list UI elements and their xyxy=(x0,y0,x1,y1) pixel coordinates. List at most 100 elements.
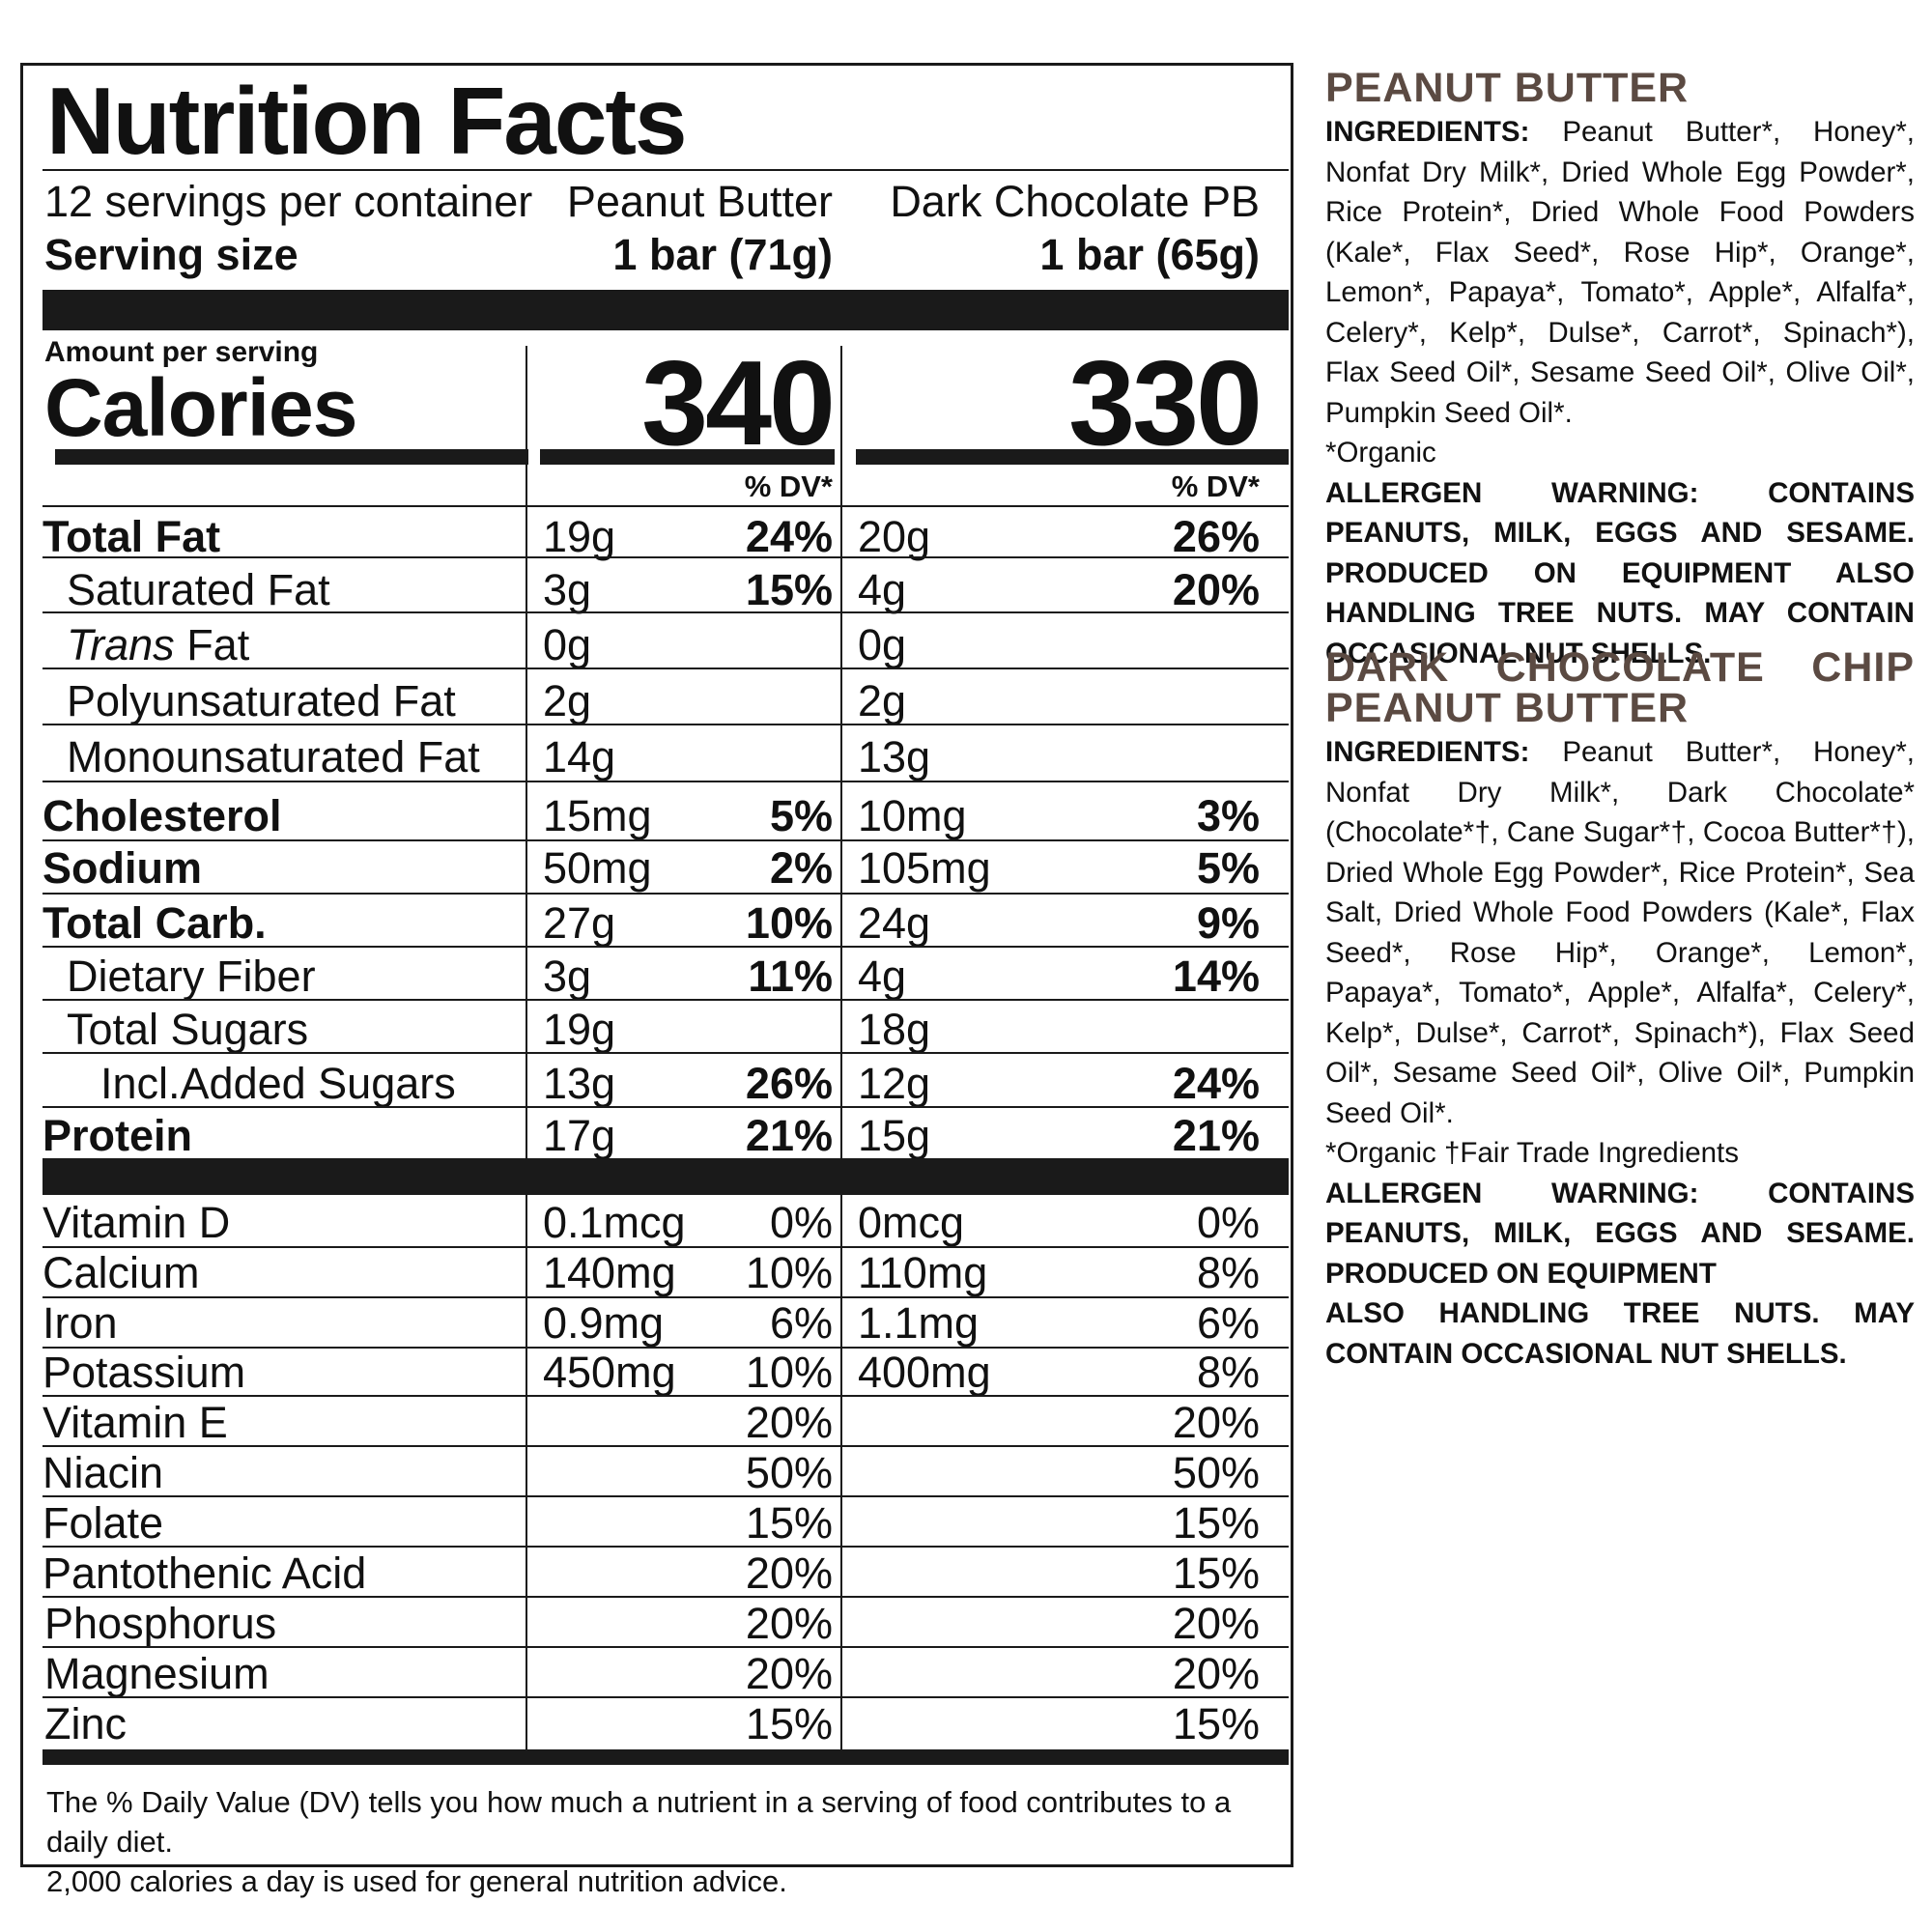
ingredients-peanut-butter: PEANUT BUTTER INGREDIENTS: Peanut Butter… xyxy=(1325,68,1915,673)
product-name-dc: Dark Chocolate PB xyxy=(890,177,1260,226)
nutrient-amount-dc: 13g xyxy=(858,732,931,781)
micro-dv-dc: 8% xyxy=(1196,1348,1260,1397)
section-heading: DARK CHOCOLATE CHIP xyxy=(1325,647,1915,689)
ingredients-dark-chocolate: DARK CHOCOLATE CHIP PEANUT BUTTER INGRED… xyxy=(1325,647,1915,1374)
row-divider xyxy=(43,1445,1289,1447)
nutrient-amount-pb: 50mg xyxy=(543,843,652,893)
micro-dv-dc: 20% xyxy=(1172,1649,1260,1698)
micro-amount-dc: 400mg xyxy=(858,1348,991,1397)
micro-name: Vitamin E xyxy=(43,1398,228,1447)
row-divider xyxy=(43,724,1289,725)
footnote-line: 2,000 calories a day is used for general… xyxy=(46,1864,787,1898)
nutrient-amount-dc: 10mg xyxy=(858,791,967,840)
nutrient-name: Protein xyxy=(43,1111,193,1160)
nutrient-amount-pb: 27g xyxy=(543,898,616,948)
nutrient-dv-dc: 24% xyxy=(1172,1059,1260,1108)
micro-dv-dc: 15% xyxy=(1172,1498,1260,1548)
column-divider xyxy=(840,346,842,1749)
nutrient-name: Monounsaturated Fat xyxy=(67,732,480,781)
calorie-rule xyxy=(540,449,835,465)
nutrient-amount-dc: 20g xyxy=(858,512,931,561)
nutrient-dv-dc: 21% xyxy=(1172,1111,1260,1160)
amount-per-serving: Amount per serving xyxy=(44,336,319,368)
ingredient-list: INGREDIENTS: Peanut Butter*, Honey*, Non… xyxy=(1325,112,1915,433)
nutrient-amount-dc: 12g xyxy=(858,1059,931,1108)
row-divider xyxy=(43,1495,1289,1497)
nutrient-amount-pb: 17g xyxy=(543,1111,616,1160)
nutrient-name: Trans Fat xyxy=(67,623,249,667)
micro-name: Niacin xyxy=(43,1448,164,1497)
micro-name: Vitamin D xyxy=(43,1198,231,1247)
allergen-warning: ALLERGEN WARNING: CONTAINS PEANUTS, MILK… xyxy=(1325,1177,1915,1290)
serving-size-pb: 1 bar (71g) xyxy=(612,230,833,279)
micro-amount-dc: 1.1mg xyxy=(858,1298,980,1348)
row-divider xyxy=(43,1052,1289,1054)
nutrient-dv-pb: 11% xyxy=(748,952,833,1001)
nutrient-name: Total Carb. xyxy=(43,898,267,948)
nutrient-amount-dc: 18g xyxy=(858,1005,931,1054)
serving-size-label: Serving size xyxy=(44,230,298,279)
bottom-bar xyxy=(43,1749,1289,1765)
micro-amount-pb: 450mg xyxy=(543,1348,676,1397)
thick-bar xyxy=(43,1158,1289,1195)
micro-dv-pb: 6% xyxy=(769,1298,833,1348)
micro-dv-dc: 15% xyxy=(1172,1548,1260,1598)
ingredients-text: Peanut Butter*, Honey*, Nonfat Dry Milk*… xyxy=(1325,736,1915,1129)
micro-dv-pb: 20% xyxy=(745,1599,833,1648)
nutrient-amount-dc: 24g xyxy=(858,898,931,948)
calories-pb: 340 xyxy=(641,337,836,470)
nutrient-dv-dc: 3% xyxy=(1196,791,1260,840)
nutrient-dv-pb: 21% xyxy=(745,1111,833,1160)
micro-name: Pantothenic Acid xyxy=(43,1548,367,1598)
heading-text: PEANUT BUTTER xyxy=(1325,685,1690,731)
nutrient-amount-pb: 3g xyxy=(543,952,592,1001)
row-divider xyxy=(43,1347,1289,1349)
micro-dv-pb: 15% xyxy=(745,1498,833,1548)
nutrient-amount-pb: 0g xyxy=(543,620,592,669)
dv-header-dc: % DV* xyxy=(1171,469,1260,503)
nutrition-facts-panel: Nutrition Facts 12 servings per containe… xyxy=(20,63,1293,1898)
micro-amount-dc: 0mcg xyxy=(858,1198,965,1247)
nutrient-amount-dc: 0g xyxy=(858,620,907,669)
micro-dv-pb: 15% xyxy=(745,1699,833,1748)
micro-dv-dc: 20% xyxy=(1172,1398,1260,1447)
micro-dv-pb: 10% xyxy=(745,1248,833,1297)
micro-name: Zinc xyxy=(44,1699,128,1748)
organic-note: *Organic †Fair Trade Ingredients xyxy=(1325,1137,1739,1169)
nutrient-dv-dc: 5% xyxy=(1196,843,1260,893)
micro-amount-pb: 0.9mg xyxy=(543,1298,665,1348)
row-divider xyxy=(43,781,1289,782)
micro-dv-dc: 50% xyxy=(1172,1448,1260,1497)
micro-dv-pb: 20% xyxy=(745,1649,833,1698)
nutrient-amount-dc: 4g xyxy=(858,952,907,1001)
nutrient-amount-pb: 15mg xyxy=(543,791,652,840)
nutrient-amount-pb: 3g xyxy=(543,565,592,614)
row-divider xyxy=(43,1646,1289,1648)
nutrient-amount-pb: 14g xyxy=(543,732,616,781)
micro-name: Calcium xyxy=(43,1248,200,1297)
divider xyxy=(43,169,1289,171)
micro-dv-pb: 50% xyxy=(745,1448,833,1497)
row-divider xyxy=(43,1546,1289,1548)
nutrient-amount-pb: 2g xyxy=(543,676,592,725)
row-divider xyxy=(43,999,1289,1001)
nutrient-dv-pb: 26% xyxy=(745,1059,833,1108)
nutrient-dv-pb: 15% xyxy=(745,565,833,614)
nutrient-amount-dc: 15g xyxy=(858,1111,931,1160)
footnote-line: The % Daily Value (DV) tells you how muc… xyxy=(46,1785,1232,1859)
nutrient-name: Total Sugars xyxy=(67,1005,309,1054)
micro-dv-dc: 6% xyxy=(1196,1298,1260,1348)
calorie-rule xyxy=(55,449,528,465)
servings-per-container: 12 servings per container xyxy=(44,177,533,226)
nutrient-dv-pb: 10% xyxy=(745,898,833,948)
calories-label: Calories xyxy=(44,362,357,453)
nutrient-dv-dc: 26% xyxy=(1172,512,1260,561)
micro-name: Magnesium xyxy=(44,1649,270,1698)
nutrient-amount-dc: 105mg xyxy=(858,843,991,893)
nutrient-dv-dc: 14% xyxy=(1172,952,1260,1001)
thick-bar xyxy=(43,290,1289,330)
row-divider xyxy=(43,946,1289,948)
row-divider xyxy=(43,839,1289,841)
micro-amount-dc: 110mg xyxy=(858,1248,988,1297)
trans-italic: Trans xyxy=(67,620,175,669)
